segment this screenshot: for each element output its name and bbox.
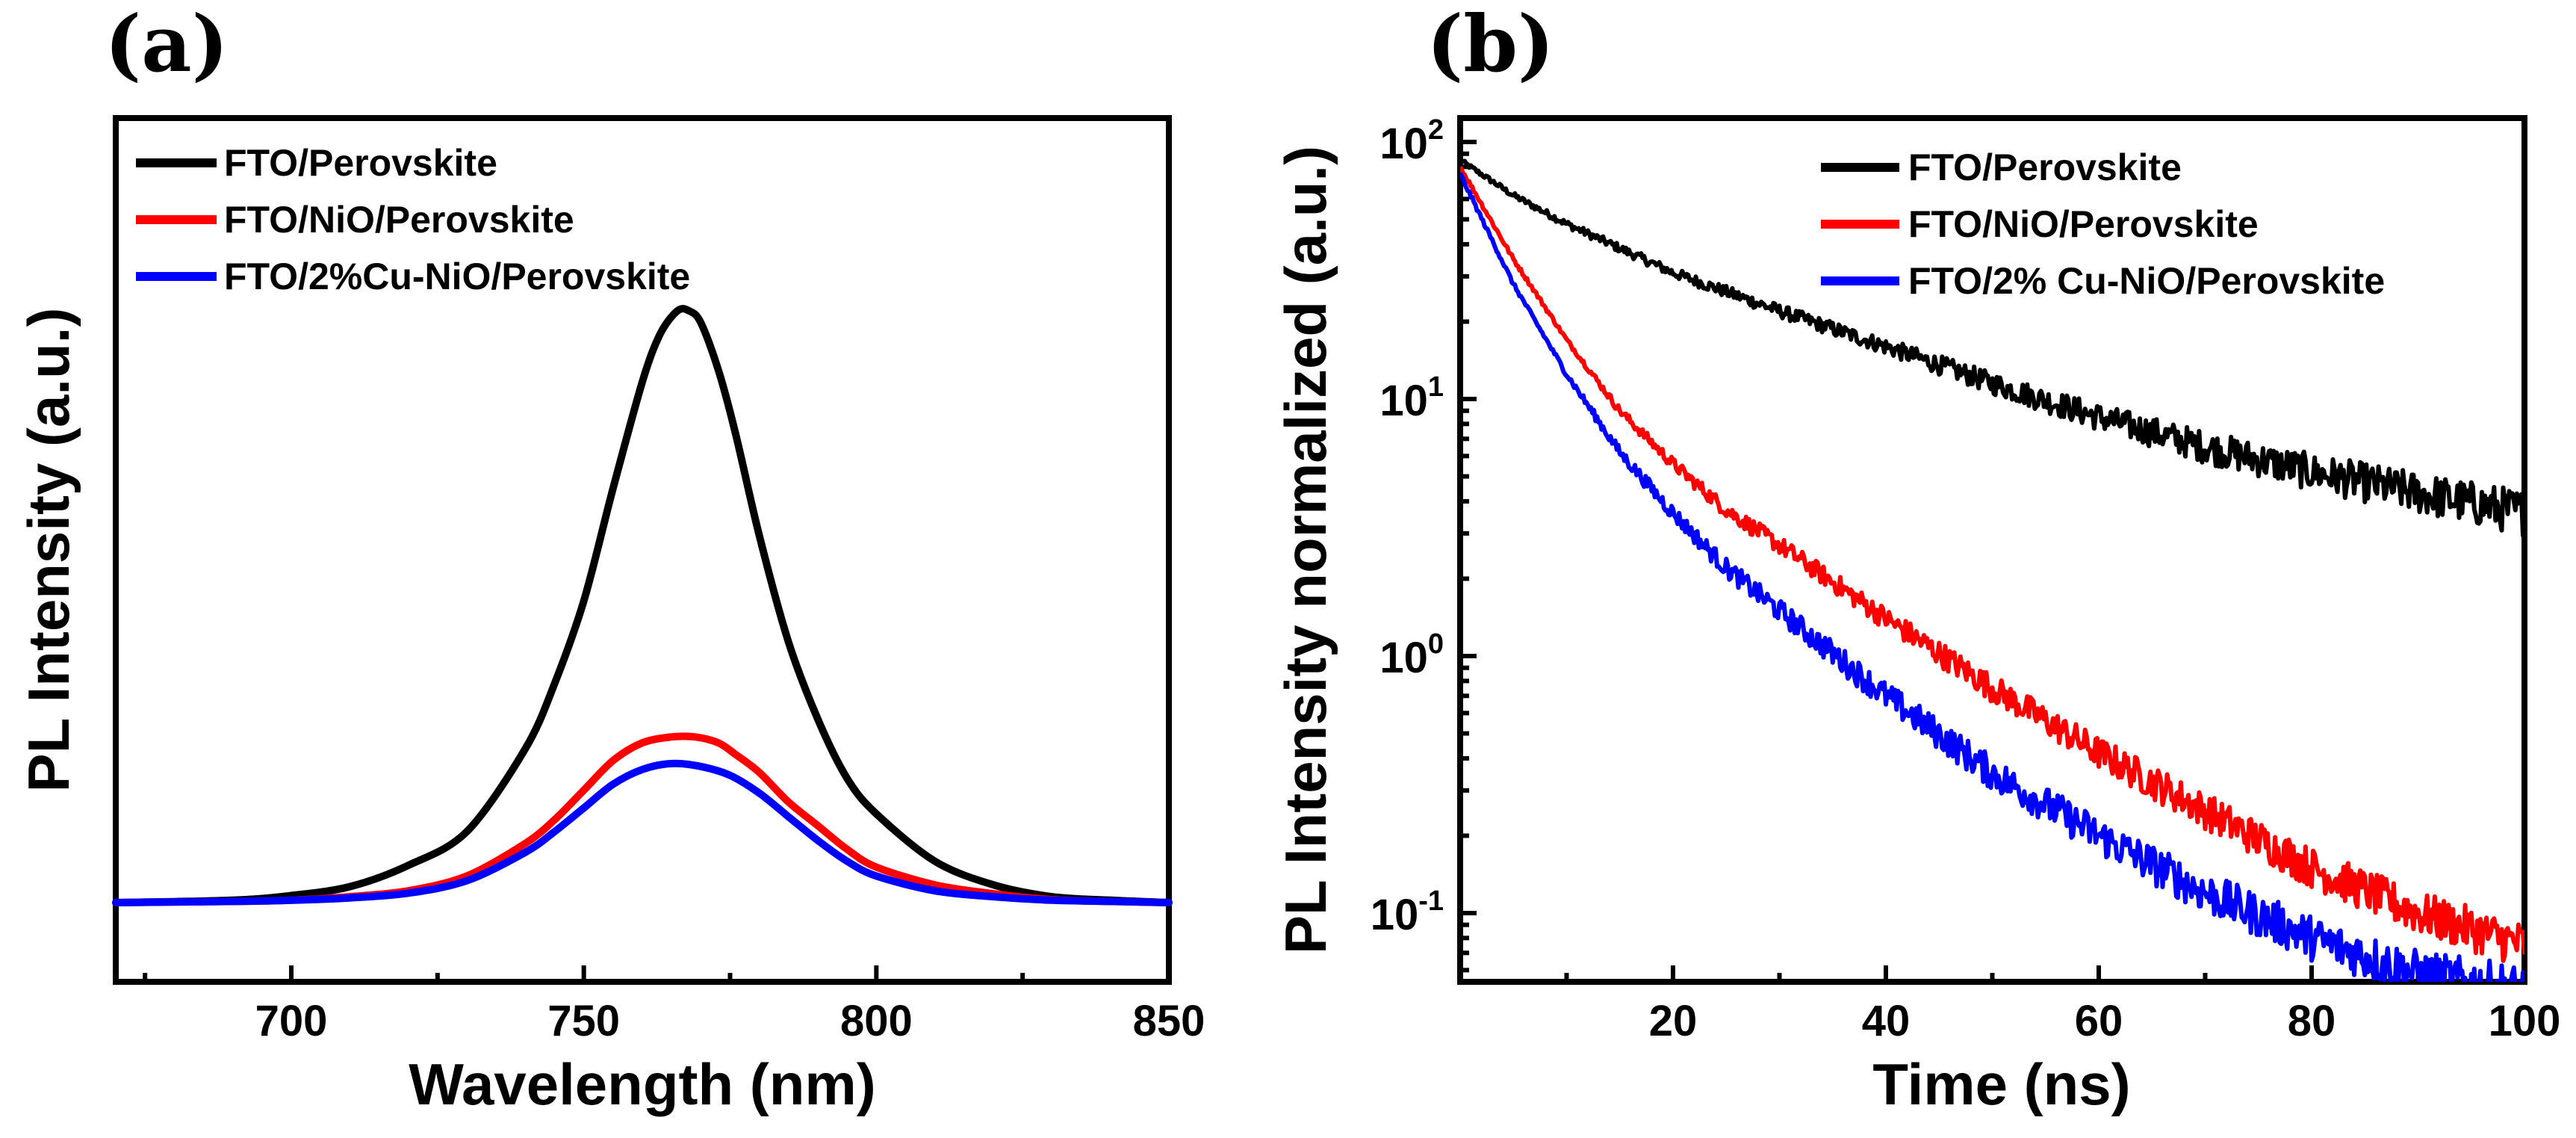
panel-b-x-tick-label-60: 60 — [2075, 997, 2123, 1045]
panel-a-series-fto-nio-perovskite — [112, 732, 1173, 906]
panel-b-legend-label-fto-nio-perovskite: FTO/NiO/Perovskite — [1908, 203, 2259, 245]
panel-a-label: (a) — [105, 0, 229, 90]
panel-b-y-tick-label-1: 100 — [1379, 628, 1444, 682]
panel-a-series-fto-perovskite — [112, 305, 1173, 906]
panel-a-legend: FTO/Perovskite FTO/NiO/Perovskite FTO/2%Cu… — [136, 142, 690, 297]
panel-a-x-tick-label-800: 800 — [840, 997, 913, 1045]
panel-b-y-tick-label-0: 10-1 — [1371, 885, 1444, 939]
panel-b-ticks: 20 40 60 80 100 10-1 100 101 102 — [1371, 114, 2561, 1045]
panel-a-legend-label-fto-nio-perovskite: FTO/NiO/Perovskite — [224, 199, 574, 241]
panel-b-x-axis-title: Time (ns) — [1872, 1051, 2130, 1117]
panel-b-x-tick-label-20: 20 — [1649, 997, 1698, 1045]
panel-a-legend-label-fto-perovskite: FTO/Perovskite — [224, 142, 497, 184]
panel-b-x-tick-label-100: 100 — [2489, 997, 2561, 1045]
panel-b-series-group — [1460, 158, 2524, 982]
panel-b-x-tick-label-80: 80 — [2288, 997, 2336, 1045]
panel-a-x-axis-title: Wavelength (nm) — [409, 1051, 875, 1117]
panel-a-x-tick-label-700: 700 — [255, 997, 328, 1045]
panel-b-legend: FTO/Perovskite FTO/NiO/Perovskite FTO/2% C… — [1821, 146, 2385, 302]
panel-a-x-tick-label-850: 850 — [1133, 997, 1205, 1045]
panel-b-series-fto-nio-perovskite — [1460, 165, 2524, 963]
panel-a-x-ticks: 700 750 800 850 — [143, 965, 1205, 1045]
panel-a-series-fto-2-cu-nio-perovskite — [112, 759, 1173, 906]
panel-b-series-fto-2-cu-nio-perovskite — [1460, 172, 2524, 982]
panel-b-x-tick-label-40: 40 — [1862, 997, 1911, 1045]
panel-a-x-tick-label-750: 750 — [547, 997, 620, 1045]
panel-b-legend-label-fto-perovskite: FTO/Perovskite — [1908, 146, 2182, 188]
panel-a-plot-frame — [113, 115, 1172, 985]
panel-a-y-axis-title: PL Intensity (a.u.) — [16, 308, 81, 793]
panel-a: (a) 700 750 800 850 FTO/Perovskite FTO/NiO/P… — [16, 0, 1205, 1117]
panel-b-label: (b) — [1427, 0, 1554, 90]
panel-b-series-fto-perovskite — [1460, 158, 2524, 539]
panel-a-series-group — [112, 305, 1173, 906]
panel-b-legend-label-fto-2-cu-nio-perovskite: FTO/2% Cu-NiO/Perovskite — [1908, 260, 2385, 302]
panel-b-y-axis-title: PL Intensity normalized (a.u.) — [1273, 146, 1338, 954]
panel-b-y-tick-label-2: 101 — [1379, 371, 1444, 425]
panel-a-legend-label-fto-2-cu-nio-perovskite: FTO/2%Cu-NiO/Perovskite — [224, 256, 690, 297]
panel-b-y-tick-label-3: 102 — [1379, 114, 1444, 168]
panel-b: (b) 20 40 60 80 100 10-1 100 101 102 FTO/Perovsk… — [1273, 0, 2560, 1117]
